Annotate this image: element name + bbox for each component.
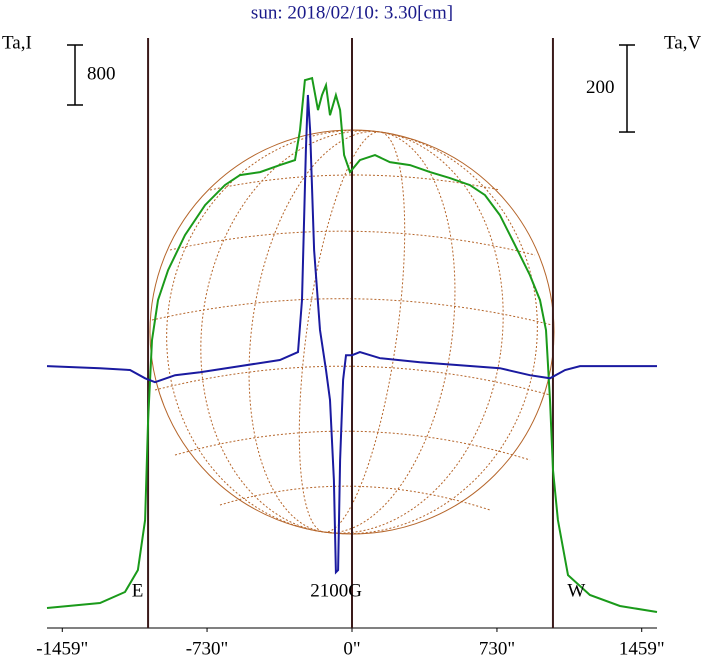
x-tick-label: 730" xyxy=(479,638,515,659)
scale-bar-label: 200 xyxy=(586,77,615,98)
chart-title: sun: 2018/02/10: 3.30[cm] xyxy=(251,2,453,23)
y2-axis-label: Ta,V xyxy=(664,32,701,53)
x-tick-label: -1459" xyxy=(36,638,88,659)
series-line xyxy=(46,94,657,575)
annotation: E xyxy=(132,581,144,602)
scale-bar-label: 800 xyxy=(87,63,116,84)
x-tick-label: -730" xyxy=(186,638,229,659)
x-tick-label: 0" xyxy=(343,638,360,659)
series-line xyxy=(46,76,658,613)
y-axis-label: Ta,I xyxy=(2,32,32,53)
annotation: W xyxy=(567,581,585,602)
x-tick-label: 1459" xyxy=(619,638,665,659)
annotation: 2100G xyxy=(310,581,362,602)
